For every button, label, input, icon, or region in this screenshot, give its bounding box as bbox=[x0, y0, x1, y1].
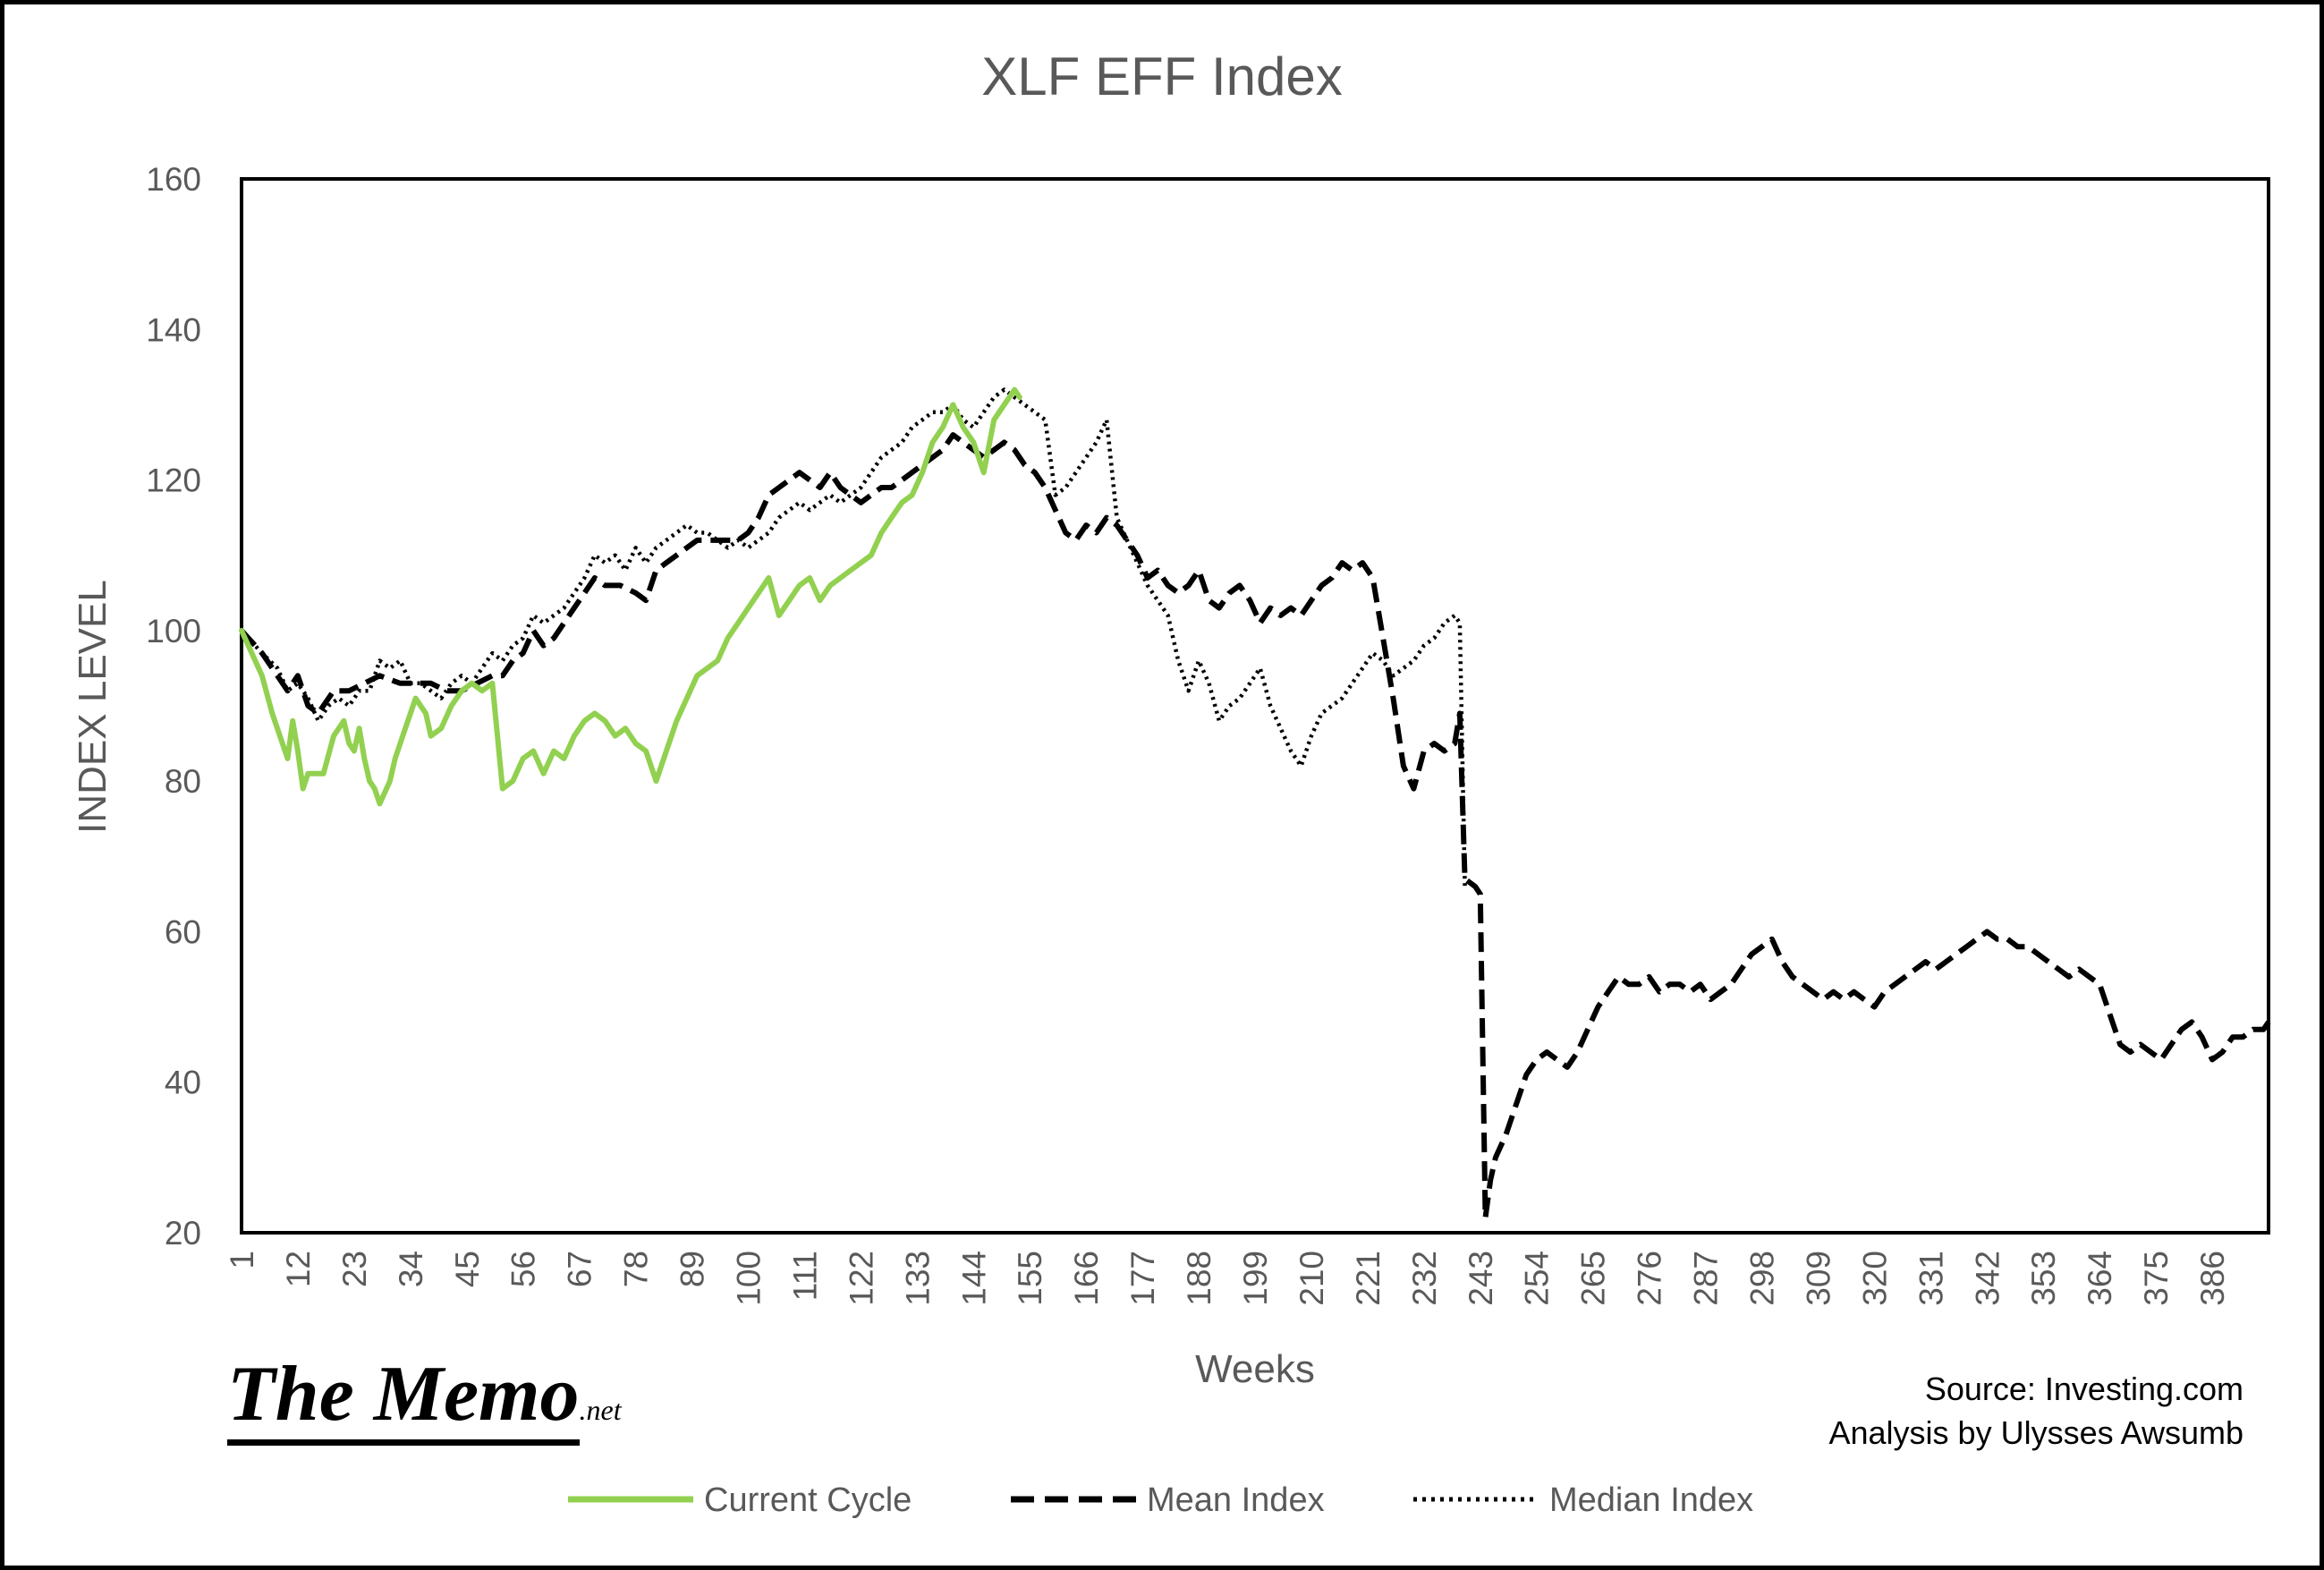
legend: Current Cycle Mean Index Median Index bbox=[568, 1481, 1753, 1519]
x-tick-label: 243 bbox=[1463, 1251, 1499, 1306]
x-tick-label: 353 bbox=[2025, 1251, 2062, 1306]
x-tick-label: 177 bbox=[1124, 1251, 1161, 1306]
chart-title: XLF EFF Index bbox=[981, 47, 1342, 106]
x-tick-label: 320 bbox=[1856, 1251, 1893, 1306]
x-tick-label: 210 bbox=[1293, 1251, 1330, 1306]
x-tick-label: 188 bbox=[1181, 1251, 1217, 1306]
x-tick-label: 12 bbox=[280, 1251, 317, 1287]
y-tick-label: 40 bbox=[165, 1065, 201, 1101]
legend-label-median-index: Median Index bbox=[1549, 1481, 1753, 1519]
x-tick-label: 89 bbox=[674, 1251, 711, 1287]
x-tick-label: 276 bbox=[1632, 1251, 1668, 1306]
x-tick-label: 375 bbox=[2138, 1251, 2175, 1306]
x-tick-label: 67 bbox=[562, 1251, 598, 1287]
the-memo-logo: The Memo.net bbox=[227, 1349, 622, 1446]
x-axis-title: Weeks bbox=[1195, 1347, 1315, 1391]
x-tick-label: 34 bbox=[393, 1251, 429, 1287]
x-tick-label: 111 bbox=[786, 1251, 823, 1301]
y-tick-label: 20 bbox=[165, 1215, 201, 1252]
y-tick-label: 80 bbox=[165, 763, 201, 800]
series-line-median-index bbox=[240, 387, 1467, 887]
logo-suffix-text: .net bbox=[579, 1394, 622, 1426]
x-tick-label: 364 bbox=[2082, 1251, 2118, 1306]
y-tick-label: 120 bbox=[146, 463, 201, 499]
x-tick-label: 287 bbox=[1688, 1251, 1725, 1306]
x-tick-label: 342 bbox=[1969, 1251, 2006, 1306]
x-tick-label: 386 bbox=[2194, 1251, 2231, 1306]
series-line-current-cycle bbox=[239, 386, 1022, 807]
y-tick-label: 140 bbox=[146, 311, 201, 348]
y-tick-label: 60 bbox=[165, 913, 201, 950]
plot-area bbox=[240, 177, 2270, 1235]
logo-main-text: The Memo bbox=[227, 1351, 580, 1446]
y-axis-title: INDEX LEVEL bbox=[71, 580, 115, 834]
x-tick-label: 232 bbox=[1406, 1251, 1443, 1306]
legend-label-current-cycle: Current Cycle bbox=[704, 1481, 912, 1519]
x-tick-label: 298 bbox=[1744, 1251, 1781, 1306]
x-tick-label: 122 bbox=[843, 1251, 879, 1306]
x-tick-label: 254 bbox=[1519, 1251, 1556, 1306]
x-tick-label: 56 bbox=[505, 1251, 542, 1287]
analysis-annotation: Analysis by Ulysses Awsumb bbox=[1829, 1414, 2244, 1451]
x-tick-label: 155 bbox=[1012, 1251, 1048, 1306]
series-layer bbox=[239, 386, 2271, 1221]
x-tick-label: 1 bbox=[224, 1251, 260, 1269]
y-tick-label: 160 bbox=[146, 161, 201, 198]
x-tick-label: 331 bbox=[1913, 1251, 1949, 1306]
x-tick-label: 199 bbox=[1237, 1251, 1274, 1306]
source-annotation: Source: Investing.com bbox=[1925, 1371, 2243, 1407]
y-axis-ticks: 20 40 60 80 100 120 140 160 bbox=[146, 161, 201, 1252]
x-tick-label: 23 bbox=[336, 1251, 373, 1287]
x-tick-label: 133 bbox=[899, 1251, 936, 1306]
x-tick-label: 265 bbox=[1575, 1251, 1612, 1306]
y-tick-label: 100 bbox=[146, 613, 201, 649]
x-tick-label: 78 bbox=[618, 1251, 655, 1287]
x-tick-label: 221 bbox=[1350, 1251, 1387, 1306]
x-tick-label: 100 bbox=[731, 1251, 768, 1306]
series-line-mean-index bbox=[239, 432, 2271, 1221]
x-tick-label: 166 bbox=[1068, 1251, 1105, 1306]
x-tick-label: 309 bbox=[1800, 1251, 1836, 1306]
x-tick-label: 144 bbox=[955, 1251, 992, 1306]
legend-label-mean-index: Mean Index bbox=[1147, 1481, 1325, 1519]
x-tick-label: 45 bbox=[449, 1251, 486, 1287]
x-axis-ticks: 1 12 23 34 45 56 67 78 89 100 111 122 133 144 155 166 17… bbox=[224, 1251, 2231, 1306]
